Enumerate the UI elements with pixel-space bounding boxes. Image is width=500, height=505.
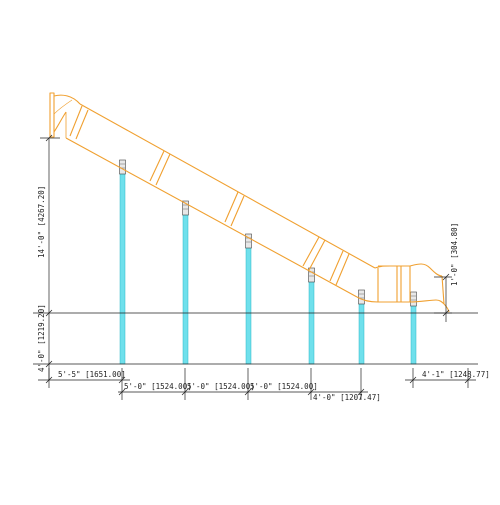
support-post-6 <box>410 291 417 365</box>
dim-spacing-4: 5'-0" [1524.00] <box>250 382 318 391</box>
exit-lip-top <box>409 263 443 277</box>
slide-body <box>49 92 450 313</box>
slide-bottom-edge <box>65 137 358 298</box>
dim-exit-height: 1'-0" [304.80] <box>450 223 459 286</box>
slide-top-edge <box>79 103 376 269</box>
support-post-1 <box>119 159 126 365</box>
dim-spacing-2: 5'-0" [1524.00] <box>124 382 192 391</box>
exit-lip-end <box>441 275 445 305</box>
dim-below-ground: 4'-0" [1219.20] <box>37 304 46 372</box>
support-post-2 <box>182 200 189 365</box>
support-post-5 <box>358 289 365 365</box>
exit-lip-tip <box>443 303 450 313</box>
exit-lip-bottom <box>409 299 445 305</box>
entry-curve-bottom <box>53 111 67 133</box>
section-joints <box>69 105 350 286</box>
horizontal-dimension-lines <box>38 368 476 400</box>
entry-curve-mid <box>53 99 73 115</box>
entry-curve-top <box>53 94 81 105</box>
vertical-dimension-lines <box>45 134 450 380</box>
exit-flange <box>396 265 402 303</box>
dim-spacing-5: 4'-0" [1207.47] <box>313 393 381 402</box>
support-posts <box>119 159 417 365</box>
dim-spacing-6: 4'-1" [1248.77] <box>422 370 490 379</box>
support-post-4 <box>308 267 315 365</box>
dim-deck-height: 14'-0" [4267.20] <box>37 186 46 258</box>
reference-lines <box>33 137 478 365</box>
entry-plate <box>49 92 55 138</box>
dim-spacing-1: 5'-5" [1651.00] <box>58 370 126 379</box>
support-post-3 <box>245 233 252 365</box>
dim-spacing-3: 5'-0" [1524.00] <box>187 382 255 391</box>
exit-curve-bottom <box>356 296 379 303</box>
